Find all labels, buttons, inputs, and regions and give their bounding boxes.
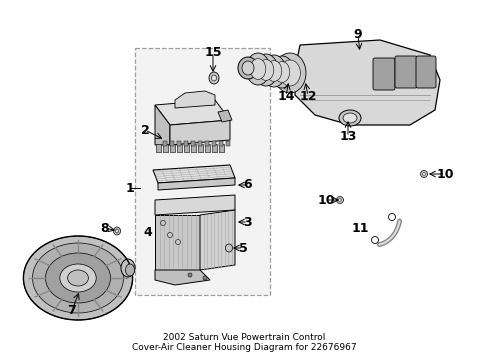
Ellipse shape <box>279 60 300 86</box>
Text: 8: 8 <box>101 221 109 234</box>
Ellipse shape <box>60 264 96 292</box>
Ellipse shape <box>225 244 232 252</box>
Bar <box>219 141 223 146</box>
Polygon shape <box>175 91 215 108</box>
Ellipse shape <box>45 253 110 303</box>
Bar <box>191 141 195 146</box>
Ellipse shape <box>269 56 293 88</box>
Ellipse shape <box>113 227 120 235</box>
Bar <box>170 141 174 146</box>
Polygon shape <box>170 120 229 145</box>
Ellipse shape <box>203 276 206 280</box>
Ellipse shape <box>258 60 273 80</box>
Bar <box>204 144 209 152</box>
Text: 1: 1 <box>125 181 134 194</box>
Ellipse shape <box>23 236 132 320</box>
Ellipse shape <box>167 233 172 238</box>
Bar <box>183 141 187 146</box>
Ellipse shape <box>342 113 356 123</box>
Bar <box>135 48 269 295</box>
Ellipse shape <box>253 54 278 86</box>
Text: 10: 10 <box>317 194 334 207</box>
Ellipse shape <box>338 110 360 126</box>
Ellipse shape <box>242 61 253 75</box>
Ellipse shape <box>187 273 192 277</box>
Polygon shape <box>155 195 235 215</box>
Text: 5: 5 <box>238 242 247 255</box>
Text: 2002 Saturn Vue Powertrain Control
Cover-Air Cleaner Housing Diagram for 2267696: 2002 Saturn Vue Powertrain Control Cover… <box>132 333 356 352</box>
FancyBboxPatch shape <box>415 56 435 88</box>
Bar <box>183 144 189 152</box>
Ellipse shape <box>422 172 425 175</box>
Text: 12: 12 <box>299 90 316 103</box>
Polygon shape <box>158 178 235 190</box>
Ellipse shape <box>67 270 88 286</box>
Ellipse shape <box>338 198 341 202</box>
Bar <box>219 144 224 152</box>
Bar <box>163 144 168 152</box>
Ellipse shape <box>32 243 123 313</box>
Ellipse shape <box>175 239 180 244</box>
Polygon shape <box>153 165 235 183</box>
Polygon shape <box>155 105 170 145</box>
Polygon shape <box>294 40 439 125</box>
Bar <box>191 144 196 152</box>
Ellipse shape <box>208 72 219 84</box>
Ellipse shape <box>121 259 135 277</box>
Ellipse shape <box>250 59 265 80</box>
Text: 9: 9 <box>353 28 362 41</box>
Text: 14: 14 <box>277 90 294 103</box>
Ellipse shape <box>245 53 269 85</box>
FancyBboxPatch shape <box>372 58 394 90</box>
Bar <box>198 141 202 146</box>
Text: 4: 4 <box>143 225 152 238</box>
Ellipse shape <box>371 237 378 243</box>
Text: 13: 13 <box>339 130 356 144</box>
Ellipse shape <box>262 55 285 87</box>
Ellipse shape <box>211 75 216 81</box>
Text: 15: 15 <box>204 46 221 59</box>
Bar <box>156 144 161 152</box>
Ellipse shape <box>387 213 395 220</box>
Ellipse shape <box>238 57 258 79</box>
Ellipse shape <box>115 229 118 233</box>
Polygon shape <box>200 210 235 270</box>
Polygon shape <box>155 270 209 285</box>
Bar <box>177 141 181 146</box>
Ellipse shape <box>160 220 165 225</box>
Bar <box>204 141 208 146</box>
Bar <box>163 141 167 146</box>
Bar <box>177 144 182 152</box>
Bar <box>225 141 229 146</box>
Ellipse shape <box>420 171 427 177</box>
Polygon shape <box>155 100 229 125</box>
Text: 6: 6 <box>243 179 252 192</box>
Ellipse shape <box>273 53 305 93</box>
Bar <box>212 141 216 146</box>
FancyBboxPatch shape <box>394 56 416 88</box>
Bar <box>170 144 175 152</box>
Ellipse shape <box>265 60 281 81</box>
Polygon shape <box>218 110 231 122</box>
Bar <box>198 144 203 152</box>
Text: 7: 7 <box>67 303 76 316</box>
Text: 2: 2 <box>141 123 149 136</box>
Ellipse shape <box>125 264 134 276</box>
Polygon shape <box>155 215 200 270</box>
Bar <box>212 144 217 152</box>
Text: 10: 10 <box>435 167 453 180</box>
Ellipse shape <box>336 197 343 203</box>
Text: 3: 3 <box>243 216 252 229</box>
Text: 11: 11 <box>350 221 368 234</box>
Ellipse shape <box>274 62 289 82</box>
